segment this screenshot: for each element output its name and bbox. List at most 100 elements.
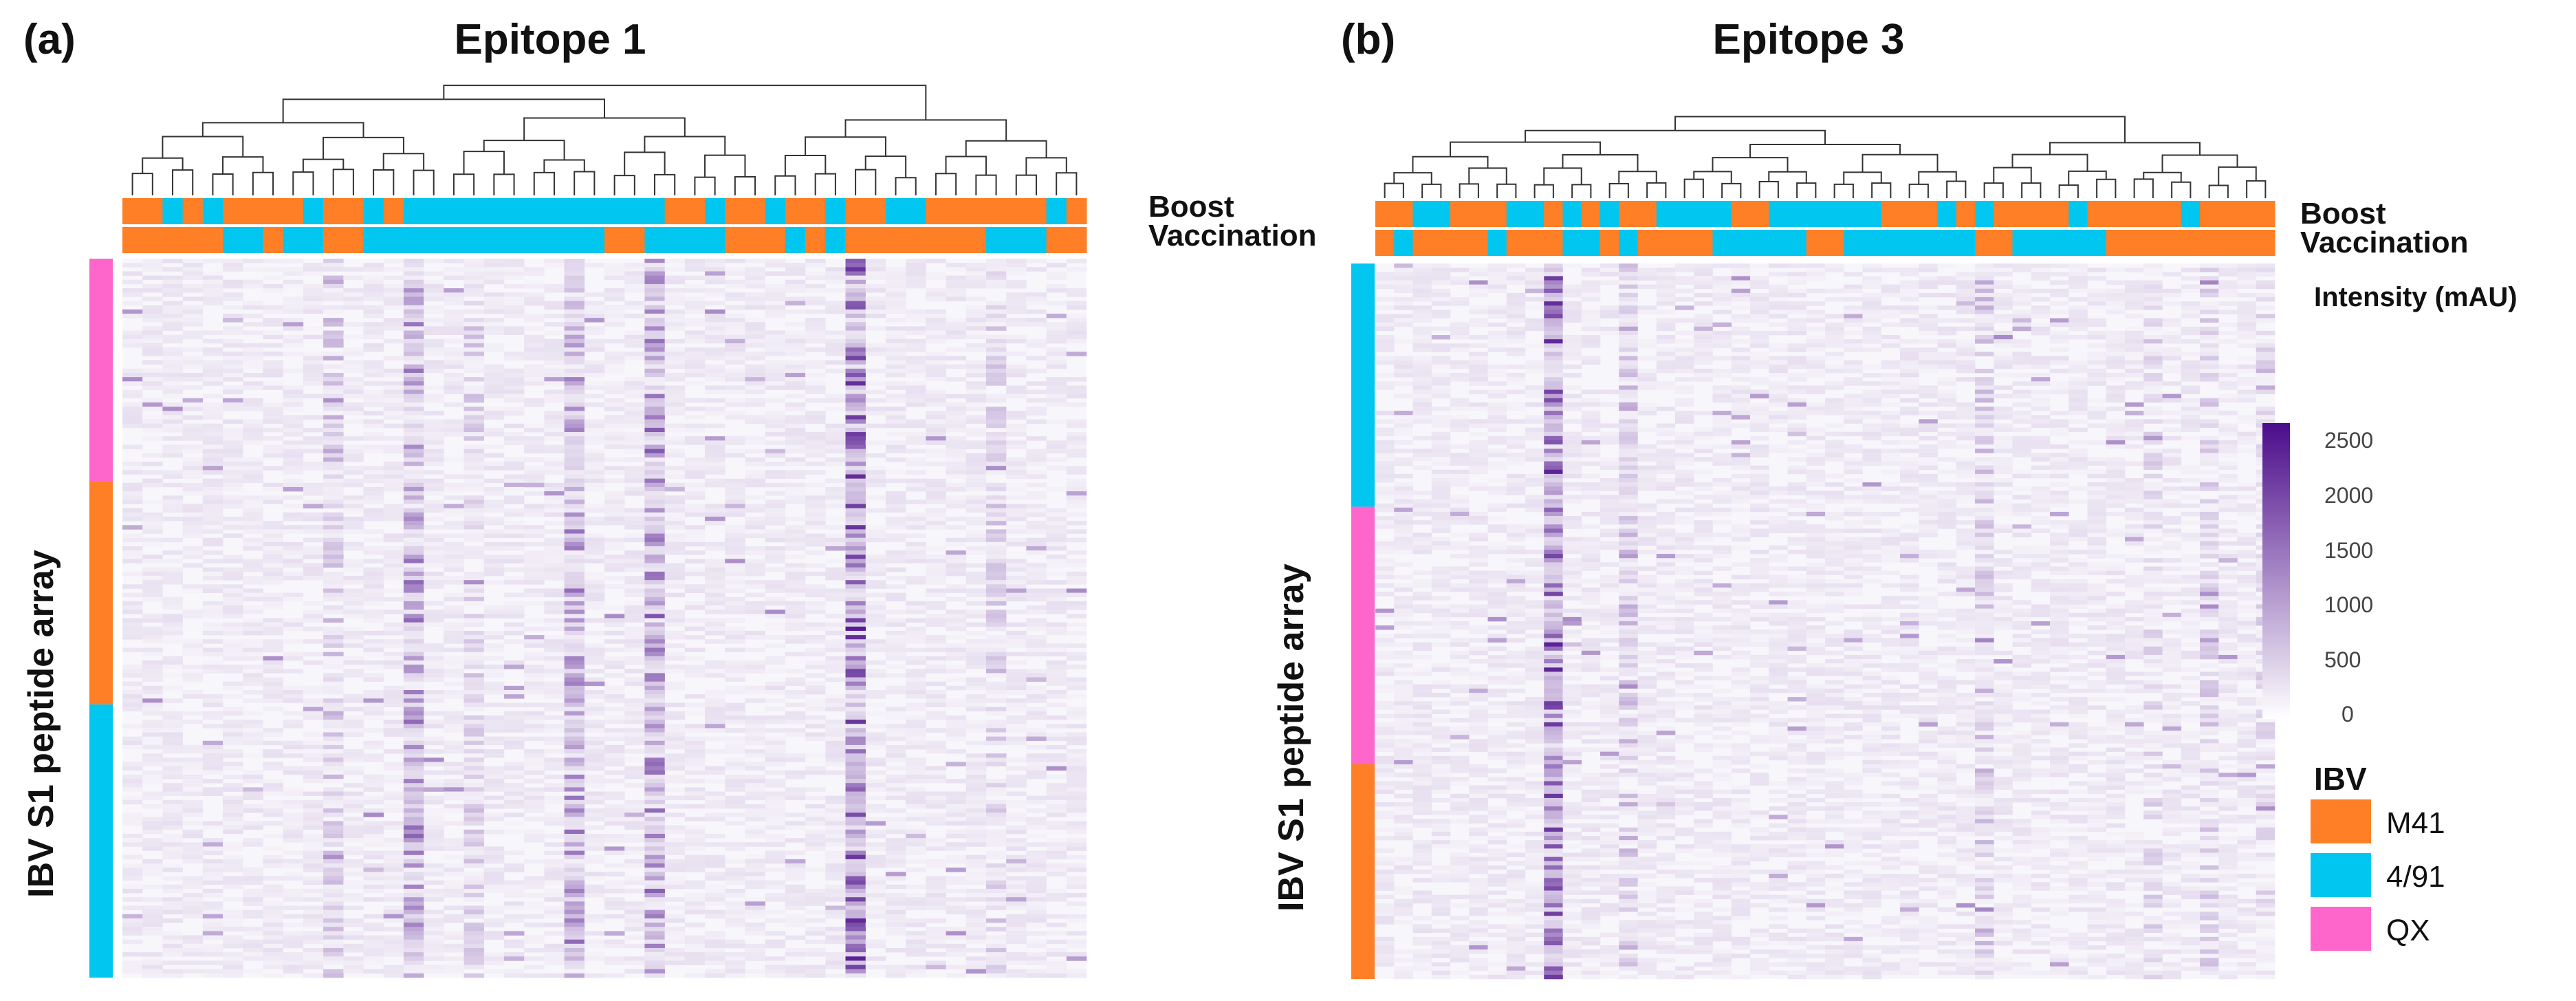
- heat-cell-c22-r129: [564, 804, 585, 809]
- heat-cell-c19-r4: [503, 275, 525, 281]
- heat-cell-c39-r152: [906, 901, 926, 906]
- heat-cell-c16-r34: [444, 402, 464, 407]
- heat-cell-c15-r0: [424, 259, 444, 263]
- heat-cell-c34-r21: [805, 347, 826, 352]
- heat-cell-c33-r117: [785, 753, 806, 758]
- heat-cell-c8-r86: [283, 622, 304, 627]
- heat-cell-c5-r45: [223, 449, 243, 454]
- heat-cell-c0-r68: [122, 546, 143, 551]
- heat-cell-c29-r129: [705, 804, 725, 809]
- heat-cell-c32-r101: [765, 685, 786, 691]
- heat-cell-c33-r6: [785, 283, 806, 289]
- heat-cell-c12-r163: [363, 947, 384, 953]
- heat-cell-c30-r139: [725, 846, 745, 851]
- heat-cell-c6-r165: [243, 956, 263, 961]
- heat-cell-c25-r94: [624, 656, 645, 661]
- heat-cell-c15-r130: [424, 808, 444, 813]
- heat-cell-c14-r23: [403, 356, 424, 360]
- heat-cell-c1-r14: [142, 318, 163, 323]
- heat-cell-c29-r151: [705, 897, 725, 902]
- heat-cell-c13-r101: [383, 685, 404, 691]
- heat-cell-c36-r43: [845, 440, 866, 445]
- heat-cell-c23-r124: [584, 783, 605, 788]
- heat-cell-c19-r152: [503, 901, 525, 906]
- heat-cell-c30-r64: [725, 529, 745, 534]
- heat-cell-c25-r156: [624, 918, 645, 923]
- heat-cell-c3-r129: [182, 804, 204, 809]
- heat-cell-c16-r23: [444, 356, 464, 360]
- heat-cell-c13-r161: [383, 939, 404, 945]
- heat-cell-c8-r121: [283, 770, 304, 775]
- heat-cell-c14-r131: [403, 812, 424, 817]
- heat-cell-c37-r121: [865, 770, 886, 775]
- heat-cell-c37-r0: [865, 259, 886, 263]
- heat-cell-c30-r80: [725, 596, 745, 602]
- heat-cell-c11-r168: [343, 969, 364, 974]
- heat-cell-c31-r168: [745, 969, 765, 974]
- heat-cell-c7-r22: [263, 352, 283, 356]
- heat-cell-c28-r152: [684, 901, 706, 906]
- heat-cell-c10-r70: [323, 555, 344, 559]
- heat-cell-c23-r25: [584, 364, 605, 369]
- heat-cell-c16-r109: [444, 720, 464, 724]
- heat-cell-c35-r133: [825, 821, 846, 826]
- heat-cell-c17-r133: [463, 821, 485, 826]
- heat-cell-c36-r96: [845, 665, 866, 669]
- heat-cell-c36-r103: [845, 694, 866, 699]
- heat-cell-c29-r4: [705, 275, 725, 281]
- heat-cell-c11-r18: [343, 334, 364, 340]
- heat-cell-c21-r50: [544, 470, 565, 475]
- heat-cell-c40-r94: [926, 656, 946, 661]
- heat-cell-c9-r107: [303, 711, 324, 716]
- heat-cell-c35-r65: [825, 533, 846, 539]
- boost-cell-17: [463, 198, 485, 224]
- heat-cell-c1-r115: [142, 744, 163, 750]
- heat-cell-c10-r6: [323, 283, 344, 289]
- heat-cell-c32-r100: [765, 681, 786, 687]
- heat-cell-c34-r82: [805, 605, 826, 610]
- heat-cell-c10-r130: [323, 808, 344, 813]
- heat-cell-c33-r45: [785, 449, 806, 454]
- heat-cell-c10-r23: [323, 356, 344, 360]
- heat-cell-c11-r156: [343, 918, 364, 923]
- heat-cell-c25-r113: [624, 736, 645, 742]
- heat-cell-c2-r22: [162, 352, 183, 356]
- heat-cell-c17-r66: [463, 537, 485, 543]
- heat-cell-c2-r130: [162, 808, 183, 813]
- heat-cell-c31-r19: [745, 338, 765, 344]
- heat-cell-c8-r31: [283, 389, 304, 395]
- heat-cell-c35-r167: [825, 965, 846, 970]
- heat-cell-c2-r136: [162, 834, 183, 839]
- heat-cell-c36-r37: [845, 415, 866, 420]
- heat-cell-c28-r150: [684, 893, 706, 898]
- heat-cell-c29-r146: [705, 876, 725, 881]
- heat-cell-c27-r36: [664, 411, 686, 416]
- heat-cell-c8-r134: [283, 825, 304, 830]
- heat-cell-c13-r30: [383, 385, 404, 390]
- heat-cell-c5-r82: [223, 605, 243, 610]
- heat-cell-c15-r48: [424, 462, 444, 466]
- heat-cell-c26-r68: [644, 546, 665, 551]
- heat-cell-c17-r1: [463, 263, 485, 268]
- heat-cell-c25-r89: [624, 635, 645, 640]
- heat-cell-c6-r62: [243, 521, 263, 526]
- heat-cell-c0-r1: [122, 263, 143, 268]
- heat-cell-c36-r63: [845, 525, 866, 530]
- heat-cell-c26-r89: [644, 635, 665, 640]
- heat-cell-c38-r85: [885, 618, 906, 623]
- heat-cell-c13-r123: [383, 779, 404, 784]
- heat-cell-c26-r66: [644, 537, 665, 543]
- heat-cell-c38-r153: [885, 905, 906, 910]
- heat-cell-c39-r42: [906, 436, 926, 441]
- heat-cell-c19-r27: [503, 372, 525, 378]
- heat-cell-c32-r128: [765, 799, 786, 805]
- heat-cell-c35-r97: [825, 669, 846, 674]
- heat-cell-c10-r111: [323, 728, 344, 733]
- heat-cell-c17-r63: [463, 525, 485, 530]
- heat-cell-c33-r99: [785, 677, 806, 682]
- heat-cell-c20-r100: [524, 681, 545, 687]
- heat-cell-c1-r99: [142, 677, 163, 682]
- heat-cell-c20-r79: [524, 592, 545, 598]
- heat-cell-c35-r135: [825, 829, 846, 835]
- heat-cell-c34-r27: [805, 372, 826, 378]
